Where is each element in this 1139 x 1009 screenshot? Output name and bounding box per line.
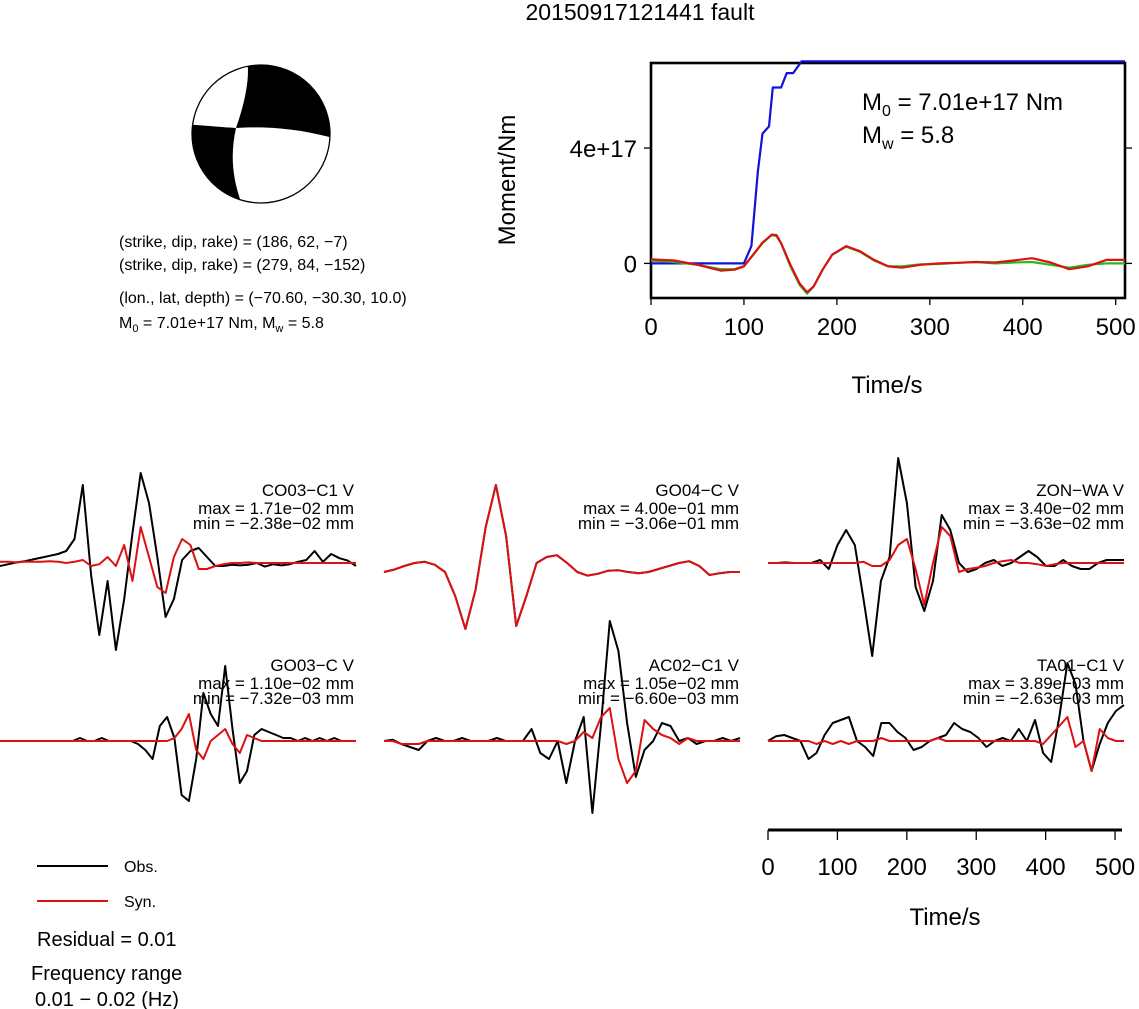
- legend-obs-label: Obs.: [124, 859, 158, 876]
- moment-xtick-label: 200: [817, 314, 857, 341]
- synthetic-trace: [768, 716, 1124, 772]
- waveform-xtick-label: 100: [817, 854, 857, 881]
- station-max: max = 3.40e−02 mm: [968, 499, 1124, 518]
- station-min: min = −3.63e−02 mm: [963, 514, 1124, 533]
- waveform-xtick-label: 400: [1026, 854, 1066, 881]
- moment-xtick-label: 100: [724, 314, 764, 341]
- moment-xtick-label: 400: [1003, 314, 1043, 341]
- waveform-xtick-label: 500: [1095, 854, 1135, 881]
- moment-plot-series: [650, 60, 1125, 295]
- moment-xtick-label: 300: [910, 314, 950, 341]
- mechanism-location: (lon., lat, depth) = (−70.60, −30.30, 10…: [119, 290, 407, 307]
- frequency-value: 0.01 − 0.02 (Hz): [35, 989, 179, 1009]
- mechanism-info: (strike, dip, rake) = (186, 62, −7) (str…: [119, 234, 407, 335]
- frequency-label: Frequency range: [31, 963, 182, 985]
- waveform-xtick-label: 0: [761, 854, 774, 881]
- station-max: max = 3.89e−03 mm: [968, 674, 1124, 693]
- station-max: max = 4.00e−01 mm: [583, 499, 739, 518]
- moment-series-line-2: [650, 233, 1125, 294]
- waveform-time-axis: 0 100 200 300 400 500 Time/s: [761, 828, 1135, 931]
- moment-ytick-label: 0: [624, 251, 637, 278]
- legend-syn-label: Syn.: [124, 894, 156, 911]
- moment-plot-ylabel: Moment/Nm: [494, 115, 521, 246]
- moment-plot-ticks: 0 100 200 300 400 500 0 4e+17: [570, 136, 1136, 341]
- station-max: max = 1.10e−02 mm: [198, 674, 354, 693]
- synthetic-trace: [0, 526, 356, 594]
- moment-series-line-0: [651, 60, 1125, 265]
- moment-xtick-label: 500: [1096, 314, 1136, 341]
- waveform-xtick-label: 200: [887, 854, 927, 881]
- synthetic-trace: [0, 713, 356, 760]
- synthetic-trace: [384, 707, 740, 784]
- moment-plot-xlabel: Time/s: [851, 372, 922, 399]
- figure-title: 20150917121441 fault: [526, 0, 756, 25]
- station-name: TA01−C1 V: [1037, 656, 1125, 675]
- observed-trace: [767, 662, 1125, 772]
- waveform-axis-xlabel: Time/s: [909, 904, 980, 931]
- observed-trace: [383, 620, 741, 814]
- mechanism-plane-1: (strike, dip, rake) = (186, 62, −7): [119, 234, 348, 251]
- waveform-xtick-label: 300: [956, 854, 996, 881]
- moment-ytick-label: 4e+17: [570, 136, 637, 163]
- moment-plot-frame: [649, 61, 1127, 300]
- station-name: GO04−C V: [655, 481, 739, 500]
- legend: Obs. Syn.: [37, 859, 158, 911]
- station-name: CO03−C1 V: [262, 481, 355, 500]
- moment-mw-label: Mw = 5.8: [862, 122, 954, 153]
- station-min: min = −7.32e−03 mm: [193, 689, 354, 708]
- residual-label: Residual = 0.01: [37, 929, 177, 951]
- station-max: max = 1.71e−02 mm: [198, 499, 354, 518]
- waveform-axis-ticks: 0 100 200 300 400 500: [761, 830, 1135, 881]
- station-min: min = −3.06e−01 mm: [578, 514, 739, 533]
- station-min: min = −6.60e−03 mm: [578, 689, 739, 708]
- synthetic-trace: [768, 526, 1124, 606]
- moment-xtick-label: 0: [644, 314, 657, 341]
- station-name: AC02−C1 V: [649, 656, 740, 675]
- synthetic-trace: [383, 484, 740, 630]
- station-name: ZON−WA V: [1036, 481, 1124, 500]
- station-name: GO03−C V: [270, 656, 354, 675]
- station-min: min = −2.63e−03 mm: [963, 689, 1124, 708]
- mechanism-moment: M0 = 7.01e+17 Nm, Mw = 5.8: [119, 315, 324, 335]
- station-max: max = 1.05e−02 mm: [583, 674, 739, 693]
- station-min: min = −2.38e−02 mm: [193, 514, 354, 533]
- mechanism-plane-2: (strike, dip, rake) = (279, 84, −152): [119, 257, 365, 274]
- moment-m0-label: M0 = 7.01e+17 Nm: [862, 89, 1063, 120]
- beachball: [191, 64, 331, 204]
- observed-trace: [768, 457, 1124, 657]
